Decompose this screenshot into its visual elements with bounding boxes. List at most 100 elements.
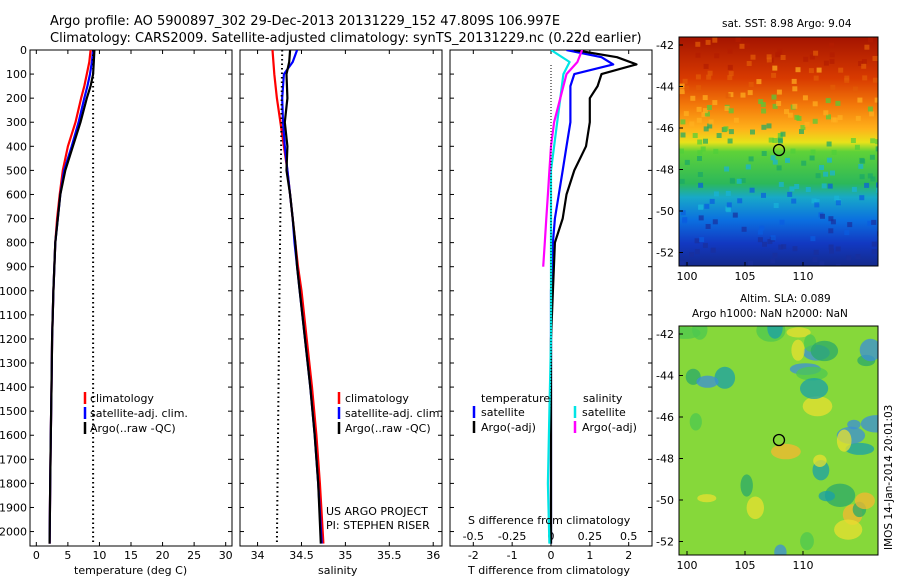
sst-pixel <box>684 159 690 165</box>
sst-pixel <box>787 112 793 118</box>
sst-pixel <box>732 212 738 218</box>
sst-pixel <box>813 50 819 56</box>
sst-pixel <box>814 199 820 204</box>
sst-pixel <box>710 247 716 253</box>
sst-pixel <box>850 138 856 143</box>
sst-pixel <box>835 264 841 266</box>
sla-anomaly-blob <box>791 339 805 361</box>
difference-legend: temperature salinity satellite Argo(-adj… <box>472 392 637 434</box>
sst-pixel <box>864 182 870 188</box>
sst-pixel <box>750 54 756 60</box>
sst-pixel <box>727 64 733 70</box>
sst-pixel <box>680 210 686 216</box>
sst-pixel <box>767 239 773 245</box>
x2-tick-label: 0.5 <box>620 530 638 543</box>
figure-title-line1: Argo profile: AO 5900897_302 29-Dec-2013… <box>50 14 560 29</box>
sst-pixel <box>692 133 698 138</box>
sst-pixel <box>697 156 702 161</box>
sst-pixel <box>838 67 844 73</box>
sla-anomaly-blob <box>714 366 736 389</box>
sst-pixel <box>736 178 742 184</box>
sst-pixel <box>811 198 817 204</box>
sst-pixel <box>802 95 808 101</box>
depth-tick-label: 1500 <box>0 405 27 418</box>
sst-pixel <box>728 71 734 77</box>
sst-pixel <box>766 57 772 63</box>
sst-pixel <box>831 149 837 155</box>
sst-pixel <box>728 108 734 114</box>
legend-temperature-heading: temperature <box>481 392 550 405</box>
sst-pixel <box>696 117 702 123</box>
sst-pixel <box>855 115 861 121</box>
sst-pixel <box>801 160 807 166</box>
sst-pixel <box>780 131 786 137</box>
sst-pixel <box>730 178 736 184</box>
sla-anomaly-blob <box>796 366 828 381</box>
sst-pixel <box>712 37 718 43</box>
sst-pixel <box>770 235 776 241</box>
sst-pixel <box>828 228 834 234</box>
sst-pixel <box>698 182 704 188</box>
sst-pixel <box>682 78 688 84</box>
sst-pixel <box>779 219 785 225</box>
sst-pixel <box>695 52 701 58</box>
sst-pixel <box>772 138 778 143</box>
sst-pixel <box>744 43 750 49</box>
sst-pixel <box>696 85 702 91</box>
sla-map-title2: Argo h1000: NaN h2000: NaN <box>692 308 848 320</box>
sla-anomaly-blob <box>813 454 827 467</box>
sst-pixel <box>791 78 797 84</box>
sst-pixel <box>724 106 730 111</box>
sst-pixel <box>697 150 703 156</box>
sla-anomaly-blob <box>818 490 835 502</box>
sst-pixel <box>809 155 815 161</box>
sst-pixel <box>694 249 700 255</box>
depth-tick-label: 1100 <box>0 309 27 322</box>
lat-tick-label: -52 <box>656 536 674 549</box>
sla-anomaly-blob <box>786 327 811 338</box>
sla-map <box>679 326 878 555</box>
sst-pixel <box>812 101 818 107</box>
sst-pixel <box>871 241 877 247</box>
sst-pixel <box>748 81 754 87</box>
legend-satellite-label: satellite-adj. clim. <box>90 407 188 420</box>
sst-pixel <box>819 165 824 170</box>
sst-pixel <box>705 39 711 45</box>
sst-pixel <box>749 187 755 193</box>
sla-map-frame <box>678 325 879 556</box>
x-tick-label: 10 <box>92 549 106 562</box>
sla-anomaly-blob <box>746 496 764 520</box>
sst-pixel <box>835 100 841 106</box>
sst-pixel <box>703 63 709 69</box>
sst-pixel <box>816 67 822 73</box>
sst-pixel <box>813 249 819 255</box>
sst-pixel <box>826 114 831 120</box>
sst-pixel <box>750 129 755 135</box>
sst-pixel <box>859 195 865 201</box>
sst-pixel <box>758 99 764 104</box>
sst-pixel <box>876 187 878 193</box>
sst-pixel <box>812 118 818 124</box>
sst-pixel <box>700 146 706 152</box>
sst-pixel <box>862 75 868 81</box>
sst-pixel <box>870 176 876 182</box>
sst-pixel <box>766 123 772 129</box>
sst-pixel <box>789 186 795 192</box>
sst-pixel <box>837 115 843 121</box>
sst-pixel <box>814 202 820 208</box>
lat-tick-label: -46 <box>656 122 674 135</box>
sst-pixel <box>846 255 852 261</box>
sst-pixel <box>741 226 747 232</box>
sst-pixel <box>828 216 834 222</box>
credit-project: US ARGO PROJECT <box>326 505 428 518</box>
sla-anomaly-blob <box>774 544 787 555</box>
sst-pixel <box>773 203 779 208</box>
sst-pixel <box>689 252 694 258</box>
depth-tick-label: 400 <box>6 140 27 153</box>
depth-tick-label: 800 <box>6 237 27 250</box>
sst-pixel <box>716 133 722 138</box>
sst-pixel <box>835 200 841 206</box>
sst-pixel <box>761 124 767 130</box>
sst-pixel <box>794 114 800 120</box>
